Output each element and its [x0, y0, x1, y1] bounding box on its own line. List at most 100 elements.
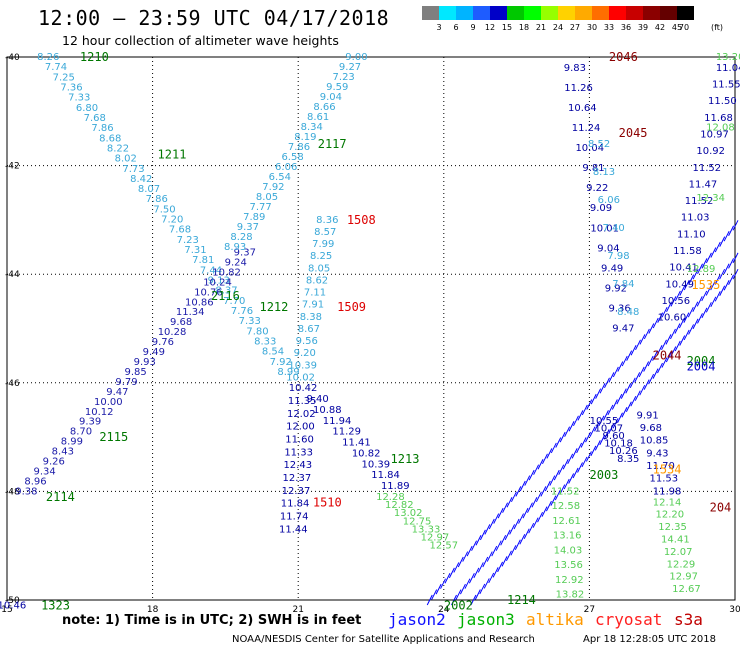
wave-height-label: 7.76 — [231, 306, 253, 317]
x-tick-label: 15 — [1, 605, 12, 615]
track-tick-mark — [571, 448, 578, 459]
track-tick-mark — [635, 339, 641, 351]
track-tick-mark — [466, 545, 473, 557]
track-tick-mark — [468, 573, 475, 584]
wave-height-label: 9.09 — [590, 203, 612, 214]
track-tick-mark — [484, 524, 491, 535]
track-tick-mark — [661, 357, 668, 368]
track-tick-mark — [612, 366, 619, 378]
track-tick-mark — [705, 252, 712, 264]
track-tick-mark — [669, 328, 676, 340]
track-tick-mark — [674, 323, 681, 334]
chart-title: 12:00 — 23:59 UTC 04/17/2018 — [38, 6, 390, 30]
wave-height-label: 10.82 — [352, 448, 381, 459]
wave-height-label: 12.89 — [687, 264, 716, 275]
track-tick-mark — [567, 453, 574, 465]
track-tick-mark — [479, 583, 486, 595]
pass-time-label: 1535 — [691, 278, 720, 292]
track-tick-mark — [617, 412, 623, 423]
wave-height-label: 8.93 — [224, 242, 246, 253]
track-tick-mark — [639, 384, 646, 396]
wave-height-label: 8.13 — [593, 167, 615, 178]
track-tick-mark — [501, 556, 508, 567]
wave-height-label: 7.86 — [146, 194, 168, 205]
track-tick-mark — [585, 451, 592, 462]
track-tick-mark — [506, 550, 512, 562]
wave-height-label: 12.67 — [672, 584, 701, 595]
colorbar-unit: (ft) — [711, 23, 724, 32]
wave-height-label: 9.39 — [79, 417, 101, 428]
wave-height-label: 7.86 — [91, 123, 113, 134]
pass-time-label: 2115 — [99, 430, 128, 444]
track-tick-mark — [495, 540, 502, 551]
wave-height-label: 12.61 — [552, 516, 581, 527]
track-tick-mark — [678, 317, 685, 329]
wave-height-label: 9.43 — [646, 448, 668, 459]
colorbar-swatch — [524, 6, 541, 20]
wave-height-label: 13.33 — [412, 524, 441, 535]
wave-height-label: 9.47 — [612, 324, 634, 335]
track-tick-mark — [683, 279, 690, 291]
track-tick-mark — [688, 274, 695, 285]
track-tick-mark — [705, 285, 712, 296]
wave-height-label: 10.04 — [575, 143, 604, 154]
track-tick-mark — [594, 421, 600, 432]
track-tick-mark — [542, 453, 548, 465]
x-tick-label: 21 — [292, 605, 303, 615]
wave-height-label: 8.37 — [215, 286, 237, 297]
wave-height-label: 11.53 — [649, 474, 678, 485]
track-tick-mark — [688, 324, 695, 335]
pass-time-label: 2114 — [46, 490, 75, 504]
track-tick-mark — [705, 302, 712, 313]
wave-height-label: 11.68 — [704, 113, 733, 124]
wave-height-label: 9.85 — [124, 367, 146, 378]
wave-height-label: 12.43 — [283, 460, 312, 471]
wave-height-label: 10.76 — [194, 287, 223, 298]
colorbar-tick-label: 27 — [569, 23, 581, 32]
track-tick-mark — [488, 572, 495, 584]
track-tick-mark — [519, 534, 526, 545]
wave-height-label: 6.80 — [76, 103, 98, 114]
colorbar-tick-label: 45 — [671, 23, 683, 32]
track-tick-mark — [612, 418, 619, 429]
chart-subtitle: 12 hour collection of altimeter wave hei… — [62, 33, 339, 48]
wave-height-label: 12.97 — [421, 533, 450, 544]
track-tick-mark — [504, 529, 511, 541]
track-tick-mark — [710, 296, 717, 308]
y-tick-label: -40 — [5, 53, 20, 63]
track-tick-mark — [546, 448, 553, 459]
wave-height-label: 8.34 — [301, 122, 323, 133]
colorbar-swatch — [660, 6, 677, 20]
track-tick-mark — [629, 377, 636, 389]
wave-height-label: 7.91 — [302, 300, 324, 311]
wave-height-label: 7.23 — [333, 72, 355, 83]
track-tick-mark — [674, 340, 681, 352]
colorbar-tick-label: 42 — [654, 23, 666, 32]
wave-height-label: 12.37 — [283, 473, 312, 484]
wave-height-label: 12.35 — [658, 522, 687, 533]
wave-height-label: 9.37 — [237, 222, 259, 233]
x-tick-label: 27 — [584, 605, 595, 615]
colorbar-swatch — [490, 6, 507, 20]
wave-height-label: 10.92 — [696, 146, 725, 157]
track-tick-mark — [648, 373, 655, 385]
track-tick-mark — [535, 491, 542, 503]
track-tick-mark — [585, 431, 591, 443]
track-tick-mark — [558, 464, 565, 475]
wave-height-label: 9.81 — [582, 163, 604, 174]
track-tick-mark — [611, 399, 618, 410]
track-tick-mark — [477, 562, 484, 573]
wave-height-label: 10.26 — [609, 446, 638, 457]
track-tick-mark — [493, 513, 500, 524]
plot-frame — [6, 56, 736, 601]
wave-height-label: 8.05 — [256, 192, 278, 203]
wave-height-label: 9.79 — [115, 377, 137, 388]
pass-time-label: 2046 — [609, 50, 638, 64]
y-tick-label: -44 — [5, 270, 20, 280]
track-tick-mark — [638, 366, 645, 378]
x-tick-label: 18 — [147, 605, 159, 615]
track-tick-mark — [656, 344, 663, 356]
track-tick-mark — [470, 594, 477, 606]
wave-height-label: 9.47 — [106, 387, 128, 398]
track-tick-mark — [577, 410, 584, 421]
